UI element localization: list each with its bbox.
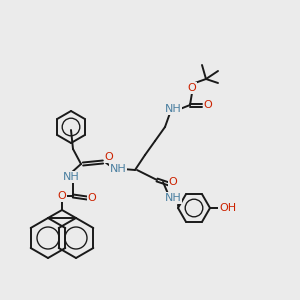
Text: OH: OH [219,203,237,213]
Text: NH: NH [110,164,126,174]
Text: O: O [204,100,212,110]
Text: NH: NH [63,172,80,182]
Text: NH: NH [165,104,182,114]
Text: O: O [88,193,96,203]
Text: O: O [58,191,66,201]
Text: O: O [188,83,196,93]
Text: O: O [169,177,177,187]
Text: O: O [105,152,113,162]
Text: NH: NH [165,193,182,203]
